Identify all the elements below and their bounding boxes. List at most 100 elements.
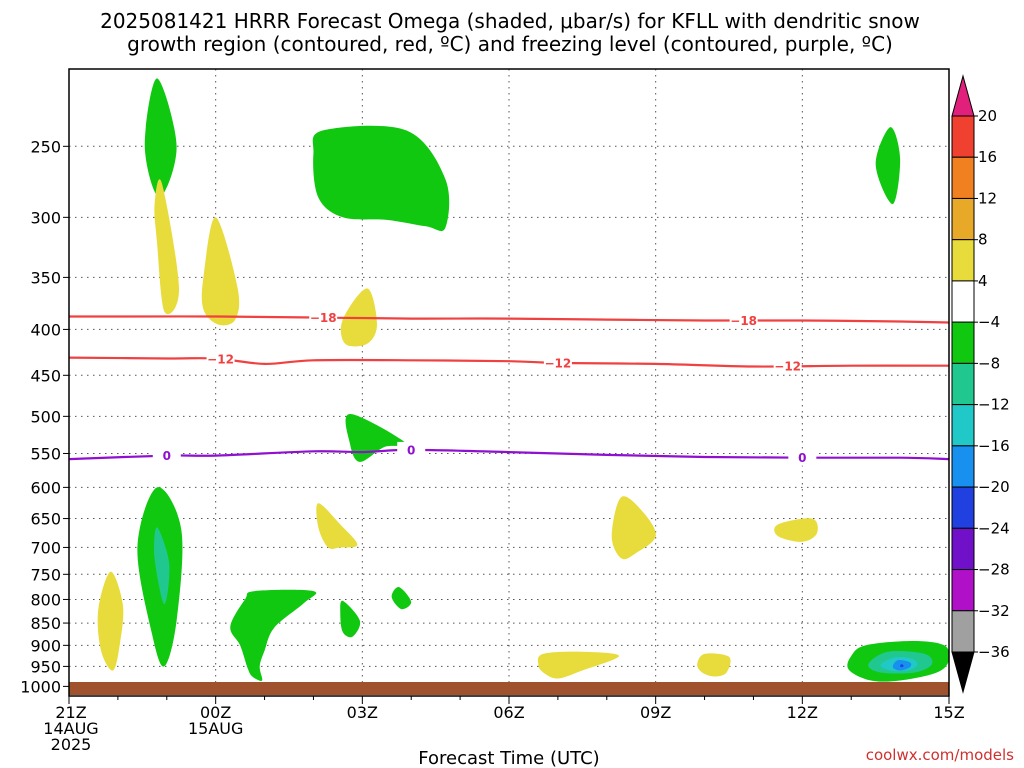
terrain-fill (69, 682, 949, 695)
y-tick-label-300: 300 (30, 208, 61, 227)
contour-label-bg (788, 449, 817, 466)
x-tick-label-21-2: 2025 (51, 735, 92, 754)
x-tick-label-24-1: 15AUG (188, 719, 243, 738)
contour-label-bg (729, 312, 758, 329)
colorbar-label-3: 8 (978, 231, 988, 249)
y-tick-label-450: 450 (30, 366, 61, 385)
colorbar-bin-7 (951, 404, 975, 447)
x-tick-label-27-0: 03Z (347, 703, 378, 722)
contour-label-0-1: −18 (730, 314, 757, 328)
colorbar-label-2: 12 (978, 189, 997, 207)
colorbar-label-5: −4 (978, 313, 1000, 331)
omega-region-yellow-low-2 (537, 651, 619, 679)
y-tick-label-800: 800 (30, 590, 61, 609)
colorbar-bin-8 (951, 445, 975, 488)
x-tick-label-21-0: 21Z (55, 703, 86, 722)
omega-region-green-low-4 (391, 587, 412, 610)
colorbar-label-8: −16 (978, 437, 1010, 455)
colorbar-top-arrow (951, 74, 975, 117)
x-axis-title: Forecast Time (UTC) (418, 748, 599, 768)
colorbar-label-10: −24 (978, 519, 1010, 537)
colorbar-bin-10 (951, 527, 975, 571)
colorbar-bin-6 (951, 362, 975, 406)
contour-label-1-1: −12 (545, 356, 572, 370)
contour-label-bg (309, 309, 338, 326)
x-tick-label-21-1: 14AUG (43, 719, 98, 738)
contour-label-1-0: −12 (207, 353, 234, 367)
temperature-contours: −18 −18 −12 −12 −12 0 0 0 (69, 309, 949, 466)
y-tick-label-350: 350 (30, 268, 61, 287)
colorbar-bin-2 (951, 197, 975, 241)
colorbar: 20 16 12 8 4 −4 −8 −12 −16 −20 −24 −28 −32 −36 (951, 74, 1010, 694)
contour-label-2-2: 0 (798, 451, 806, 465)
omega-region-green-upper-1 (144, 78, 177, 198)
omega-region-green-low-3 (340, 600, 361, 638)
y-tick-label-900: 900 (30, 636, 61, 655)
omega-region-yellow-upper-2 (201, 217, 240, 326)
y-tick-label-600: 600 (30, 478, 61, 497)
y-axis: 250 300 350 400 450 500 550 600 650 700 750 800 850 9… (20, 137, 69, 696)
omega-region-yellow-low-3 (697, 653, 731, 677)
y-tick-label-500: 500 (30, 407, 61, 426)
plot-area: −18 −18 −12 −12 −12 0 0 0 (68, 68, 950, 697)
colorbar-label-1: 16 (978, 148, 997, 166)
contour-line-0 (69, 315, 949, 324)
y-tick-label-250: 250 (30, 137, 61, 156)
contour-label-1-2: −12 (774, 360, 801, 374)
omega-region-green-upper-2 (312, 125, 450, 232)
colorbar-label-6: −8 (978, 354, 1000, 372)
chart-title-line-1: 2025081421 HRRR Forecast Omega (shaded, … (100, 9, 920, 33)
colorbar-bin-11 (951, 569, 975, 612)
omega-shaded-regions (97, 78, 949, 682)
contour-label-bg (543, 354, 572, 371)
omega-region-yellow-low-1 (97, 571, 124, 671)
colorbar-label-11: −28 (978, 561, 1010, 579)
omega-region-yellow-upper-1 (154, 179, 180, 315)
colorbar-label-0: 20 (978, 107, 997, 125)
omega-region-teal-low-1 (154, 527, 170, 605)
terrain-strip (69, 682, 949, 695)
omega-region-green-low-2 (230, 589, 317, 681)
colorbar-label-4: 4 (978, 272, 988, 290)
y-tick-label-550: 550 (30, 444, 61, 463)
x-tick-label-30-0: 06Z (493, 703, 524, 722)
contour-label-bg (773, 358, 802, 375)
omega-region-green-upper-3 (875, 127, 901, 205)
credit-text: coolwx.com/models (866, 746, 1014, 764)
contour-label-bg (206, 351, 235, 368)
colorbar-bin-4 (951, 280, 975, 323)
colorbar-bin-3 (951, 239, 975, 282)
colorbar-bottom-arrow (951, 651, 975, 694)
colorbar-label-12: −32 (978, 602, 1010, 620)
colorbar-label-13: −36 (978, 643, 1010, 661)
colorbar-bin-9 (951, 486, 975, 529)
omega-region-yellow-mid-1 (316, 503, 358, 550)
colorbar-label-9: −20 (978, 478, 1010, 496)
omega-region-green-mid (345, 413, 408, 462)
colorbar-bin-5 (951, 321, 975, 364)
omega-region-darkblue-dot (900, 664, 904, 668)
colorbar-bin-1 (951, 156, 975, 199)
colorbar-bin-0 (951, 115, 975, 158)
colorbar-bin-12 (951, 610, 975, 653)
x-tick-label-24-0: 00Z (200, 703, 231, 722)
omega-region-yellow-mid-2 (611, 496, 656, 560)
colorbar-label-7: −12 (978, 396, 1010, 414)
y-tick-label-950: 950 (30, 657, 61, 676)
y-tick-label-1000: 1000 (20, 677, 61, 696)
contour-label-0-0: −18 (310, 311, 337, 325)
y-tick-label-400: 400 (30, 320, 61, 339)
x-tick-label-39-0: 15Z (933, 703, 964, 722)
contour-label-2-0: 0 (163, 449, 171, 463)
y-tick-label-850: 850 (30, 614, 61, 633)
y-tick-label-750: 750 (30, 565, 61, 584)
omega-region-yellow-mid-3 (774, 518, 818, 542)
y-tick-label-650: 650 (30, 510, 61, 529)
x-tick-label-33-0: 09Z (640, 703, 671, 722)
contour-label-bg (152, 447, 181, 464)
chart-title-line-2: growth region (contoured, red, ºC) and f… (127, 32, 893, 56)
y-tick-label-700: 700 (30, 538, 61, 557)
contour-label-2-1: 0 (407, 443, 415, 457)
